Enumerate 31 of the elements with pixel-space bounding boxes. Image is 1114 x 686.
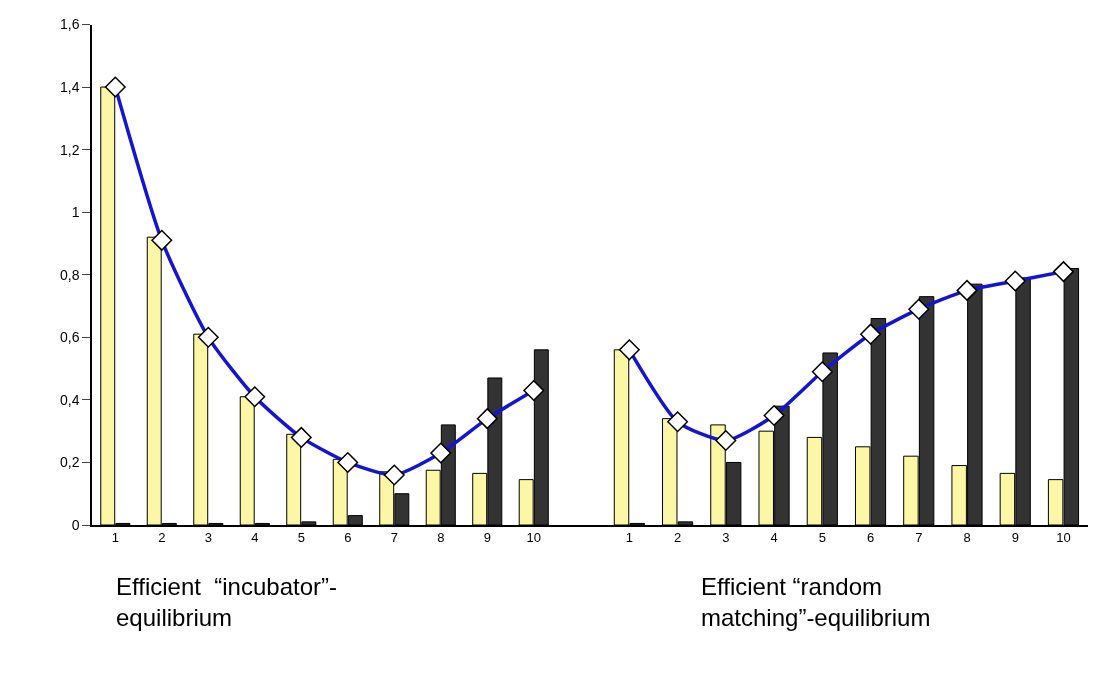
- y-tick-label: 1,4: [60, 78, 80, 95]
- y-tick-label: 0: [71, 516, 80, 533]
- x-tick-label: 10: [526, 530, 541, 546]
- x-axis-title: Efficient “incubator”- equilibrium: [116, 573, 337, 632]
- x-tick-label: 3: [722, 530, 730, 546]
- x-tick-label: 5: [818, 530, 826, 546]
- x-tick-label: 9: [483, 530, 491, 546]
- x-axis-title: Efficient “random matching”-equilibrium: [701, 573, 931, 632]
- y-tick-label: 0,2: [60, 454, 80, 471]
- x-tick-label: 10: [1056, 530, 1071, 546]
- x-tick-label: 9: [1011, 530, 1019, 546]
- y-tick-label: 1: [71, 204, 80, 221]
- x-tick-label: 6: [866, 530, 875, 546]
- x-tick-label: 7: [915, 530, 923, 546]
- x-tick-label: 1: [111, 530, 119, 546]
- x-tick-label: 8: [963, 530, 971, 546]
- y-tick-label: 1,2: [60, 141, 80, 158]
- y-tick-label: 1,6: [60, 16, 80, 33]
- x-tick-label: 5: [297, 530, 305, 546]
- x-tick-label: 7: [390, 530, 398, 546]
- x-tick-label: 4: [770, 530, 778, 546]
- x-tick-label: 1: [625, 530, 633, 546]
- x-tick-label: 2: [158, 530, 166, 546]
- y-tick-label: 0,4: [60, 391, 80, 408]
- x-tick-label: 2: [673, 530, 682, 546]
- x-tick-label: 8: [437, 530, 445, 546]
- y-tick-label: 0,8: [60, 266, 80, 283]
- x-tick-label: 3: [204, 530, 212, 546]
- x-tick-label: 4: [251, 530, 259, 546]
- x-tick-label: 6: [344, 530, 352, 546]
- y-tick-label: 0,6: [60, 329, 80, 346]
